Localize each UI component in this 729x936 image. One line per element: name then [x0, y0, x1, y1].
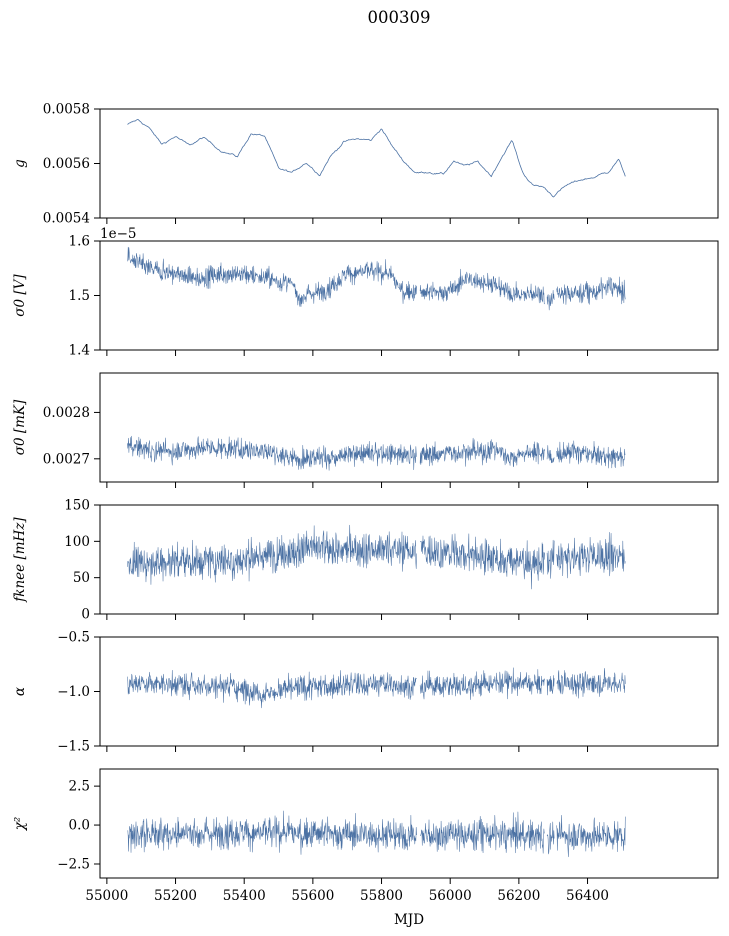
axes-frame [99, 108, 719, 219]
y-tick-label: 0.0 [69, 818, 90, 834]
panel-1: 0.0054 0.0056 0.0058 g [12, 102, 719, 227]
y-axis-label: σ0 [mK] [12, 399, 28, 455]
axes-frame [99, 372, 719, 483]
y-tick-label: −2.5 [57, 856, 90, 872]
panel-5: −1.5 −1.0 −0.5 α [12, 630, 719, 755]
y-tick-label: 0.0054 [43, 211, 90, 227]
y-tick-label: 0.0056 [43, 156, 90, 172]
y-tick-label: 1.6 [69, 234, 90, 250]
x-axis-label: MJD [394, 912, 424, 928]
y-axis-label: α [12, 687, 28, 696]
series-line-1 [127, 119, 626, 198]
y-tick-label: 0.0027 [43, 451, 90, 467]
x-tick-label: 55800 [360, 888, 403, 904]
panel-3: 0.0027 0.0028 σ0 [mK] [12, 372, 719, 488]
y-offset-text: 1e−5 [100, 226, 136, 242]
x-tick-label: 55600 [291, 888, 334, 904]
x-tick-label: 56200 [497, 888, 540, 904]
y-tick-label: −1.0 [57, 684, 90, 700]
panel-4: 0 50 100 150 fknee [mHz] [12, 498, 719, 623]
panel-2: 1.4 1.5 1.6 σ0 [V] 1e−5 [12, 226, 719, 359]
y-tick-label: −1.5 [57, 739, 90, 755]
x-tick-label: 56000 [429, 888, 472, 904]
y-tick-label: −0.5 [57, 630, 90, 646]
y-tick-label: 1.5 [69, 288, 90, 304]
axes-frame [99, 768, 719, 879]
y-tick-label: 0.0028 [43, 405, 90, 421]
y-tick-label: 0.0058 [43, 102, 90, 118]
y-tick-label: 150 [64, 498, 90, 514]
y-tick-label: 100 [64, 534, 90, 550]
y-tick-label: 0 [81, 607, 90, 623]
series-line-1 [127, 246, 626, 311]
series-line-1 [127, 524, 626, 590]
panel-6: −2.5 0.0 2.5 55000 55200 55400 55600 55800 56000… [12, 768, 719, 904]
series-line-1 [127, 435, 626, 471]
y-tick-label: 50 [73, 570, 90, 586]
y-axis-label: χ² [12, 817, 28, 832]
figure-title: 000309 [368, 8, 431, 27]
x-tick-label: 55200 [154, 888, 197, 904]
y-axis-label: σ0 [V] [12, 274, 28, 317]
y-axis-label: fknee [mHz] [12, 517, 28, 603]
axes-frame [99, 504, 719, 615]
x-tick-label: 56400 [566, 888, 609, 904]
y-tick-label: 2.5 [69, 779, 90, 795]
y-tick-label: 1.4 [69, 343, 90, 359]
x-tick-label: 55000 [85, 888, 128, 904]
series-line-1 [127, 667, 626, 709]
x-tick-label: 55400 [223, 888, 266, 904]
y-axis-label: g [12, 159, 28, 168]
series-line-1 [127, 810, 626, 858]
